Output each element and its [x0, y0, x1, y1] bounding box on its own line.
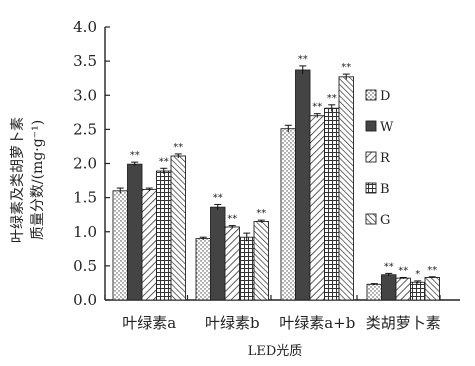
x-axis-label: LED光质 [248, 344, 303, 359]
y-tick-label: 2.0 [73, 155, 97, 173]
bar-R-3 [309, 115, 325, 301]
significance-marker: ** [298, 54, 308, 65]
y-tick-label: 1.5 [73, 189, 97, 207]
legend-label-B: B [380, 182, 390, 197]
significance-marker: ** [130, 150, 140, 161]
significance-marker: ** [327, 93, 337, 104]
bar-W-2 [210, 206, 226, 301]
significance-marker: ** [398, 265, 408, 276]
y-tick-label: 3.5 [73, 52, 97, 70]
bar-R-1 [141, 188, 157, 301]
bar-G-2 [253, 221, 269, 301]
legend-swatch-W [365, 120, 377, 132]
legend-swatch-B [365, 182, 377, 194]
significance-marker: ** [159, 156, 169, 167]
bar-D-2 [195, 238, 211, 301]
x-category-label: 叶绿素a [122, 314, 176, 332]
significance-marker: ** [312, 102, 322, 113]
significance-marker: ** [341, 62, 351, 73]
bar-G-4 [424, 277, 440, 301]
legend-label-G: G [380, 213, 390, 228]
significance-marker: ** [173, 142, 183, 153]
bar-R-4 [395, 277, 411, 301]
bar-D-3 [280, 128, 296, 301]
legend-label-D: D [380, 89, 390, 104]
bar-R-2 [224, 226, 240, 301]
legend-label-W: W [380, 120, 394, 135]
significance-marker: ** [227, 214, 237, 225]
bar-B-2 [239, 236, 255, 301]
bar-B-3 [324, 107, 340, 301]
legend-swatch-D [365, 89, 377, 101]
y-tick-label: 1.0 [73, 223, 97, 241]
bar-B-4 [410, 281, 426, 301]
significance-marker: ** [427, 265, 437, 276]
x-category-label: 叶绿素b [205, 314, 260, 332]
bar-D-4 [366, 283, 382, 301]
legend-label-R: R [380, 151, 391, 166]
y-tick-label: 0.5 [73, 257, 97, 275]
bar-W-3 [295, 69, 311, 301]
y-tick-label: 3.0 [73, 86, 97, 104]
y-tick-label: 2.5 [73, 120, 97, 138]
bar-D-1 [112, 190, 128, 301]
bar-W-4 [381, 274, 397, 301]
y-tick-label: 0.0 [73, 291, 97, 309]
significance-marker: ** [213, 192, 223, 203]
y-axis-label-unit: 质量分数/(mg·g⁻¹) [30, 120, 46, 240]
x-category-label: 类胡萝卜素 [366, 314, 441, 332]
legend-swatch-G [365, 213, 377, 225]
y-axis-label: 叶绿素及类胡萝卜素 [10, 117, 26, 243]
bar-G-3 [338, 76, 354, 301]
x-category-label: 叶绿素a+b [279, 314, 355, 332]
significance-marker: ** [256, 208, 266, 219]
bar-B-1 [156, 170, 172, 301]
bar-W-1 [127, 163, 143, 301]
significance-marker: ** [384, 261, 394, 272]
legend-swatch-R [365, 151, 377, 163]
y-tick-label: 4.0 [73, 18, 97, 36]
bar-G-1 [170, 155, 186, 301]
significance-marker: * [415, 269, 420, 280]
